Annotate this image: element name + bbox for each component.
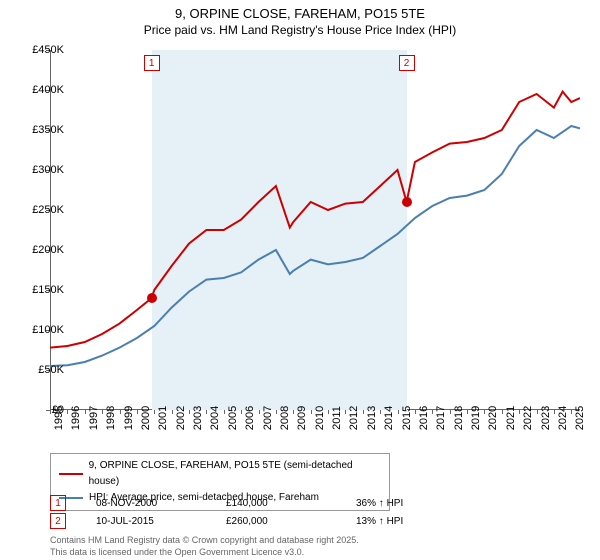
x-tick <box>519 410 520 414</box>
x-axis-label: 2006 <box>244 406 256 430</box>
sale-marker-box: 1 <box>144 55 160 71</box>
x-axis-label: 2015 <box>401 406 413 430</box>
x-axis-label: 2022 <box>522 406 534 430</box>
chart-container: 9, ORPINE CLOSE, FAREHAM, PO15 5TE Price… <box>0 0 600 560</box>
x-tick <box>224 410 225 414</box>
x-axis-label: 2002 <box>175 406 187 430</box>
sale-row: 2 10-JUL-2015 £260,000 13% ↑ HPI <box>50 513 456 529</box>
x-axis-label: 2024 <box>557 406 569 430</box>
sale-num-box: 1 <box>50 495 66 511</box>
x-axis-label: 2004 <box>209 406 221 430</box>
x-axis-label: 1999 <box>123 406 135 430</box>
sale-marker-dot <box>402 197 412 207</box>
x-tick <box>554 410 555 414</box>
x-tick <box>137 410 138 414</box>
x-tick <box>450 410 451 414</box>
sale-marker-box: 2 <box>399 55 415 71</box>
x-axis-label: 2018 <box>453 406 465 430</box>
chart-lines <box>50 50 580 410</box>
x-axis-label: 2019 <box>470 406 482 430</box>
x-tick <box>398 410 399 414</box>
series-line <box>50 126 580 366</box>
y-axis-label: £200K <box>14 244 64 256</box>
x-axis-label: 2016 <box>418 406 430 430</box>
x-axis-label: 1995 <box>53 406 65 430</box>
x-axis-label: 2020 <box>487 406 499 430</box>
x-axis-label: 2003 <box>192 406 204 430</box>
x-tick <box>85 410 86 414</box>
sale-date: 10-JUL-2015 <box>96 516 196 527</box>
x-axis-label: 1998 <box>105 406 117 430</box>
legend-row: 9, ORPINE CLOSE, FAREHAM, PO15 5TE (semi… <box>59 458 381 490</box>
x-tick <box>67 410 68 414</box>
x-axis-label: 2005 <box>227 406 239 430</box>
y-axis-label: £450K <box>14 44 64 56</box>
x-tick <box>415 410 416 414</box>
x-axis-label: 1997 <box>88 406 100 430</box>
x-tick <box>206 410 207 414</box>
x-tick <box>345 410 346 414</box>
x-axis-label: 2011 <box>331 406 343 430</box>
y-axis-label: £400K <box>14 84 64 96</box>
footer-line-1: Contains HM Land Registry data © Crown c… <box>50 534 359 546</box>
sale-pct: 13% ↑ HPI <box>356 516 456 527</box>
legend-swatch <box>59 473 83 475</box>
x-tick <box>189 410 190 414</box>
sale-num-box: 2 <box>50 513 66 529</box>
x-tick <box>241 410 242 414</box>
y-axis-label: £250K <box>14 204 64 216</box>
x-tick <box>120 410 121 414</box>
x-tick <box>537 410 538 414</box>
x-tick <box>293 410 294 414</box>
x-axis-label: 2017 <box>435 406 447 430</box>
x-tick <box>467 410 468 414</box>
x-tick <box>380 410 381 414</box>
y-axis-label: £150K <box>14 284 64 296</box>
x-tick <box>363 410 364 414</box>
x-axis-label: 2014 <box>383 406 395 430</box>
x-axis-label: 2009 <box>296 406 308 430</box>
legend-label: 9, ORPINE CLOSE, FAREHAM, PO15 5TE (semi… <box>89 458 381 490</box>
sale-pct: 36% ↑ HPI <box>356 498 456 509</box>
x-axis-label: 2012 <box>348 406 360 430</box>
x-axis-label: 2008 <box>279 406 291 430</box>
x-axis-label: 2000 <box>140 406 152 430</box>
x-tick <box>328 410 329 414</box>
y-axis-label: £100K <box>14 324 64 336</box>
x-tick <box>484 410 485 414</box>
x-tick <box>311 410 312 414</box>
x-tick <box>502 410 503 414</box>
chart-subtitle: Price paid vs. HM Land Registry's House … <box>0 21 600 37</box>
footer-line-2: This data is licensed under the Open Gov… <box>50 546 359 558</box>
footer: Contains HM Land Registry data © Crown c… <box>50 534 359 558</box>
x-tick <box>432 410 433 414</box>
chart-title: 9, ORPINE CLOSE, FAREHAM, PO15 5TE <box>0 0 600 21</box>
x-axis-label: 2007 <box>262 406 274 430</box>
x-tick <box>102 410 103 414</box>
y-axis-label: £350K <box>14 124 64 136</box>
x-axis-label: 2023 <box>540 406 552 430</box>
x-tick <box>259 410 260 414</box>
sale-marker-dot <box>147 293 157 303</box>
x-axis-label: 2010 <box>314 406 326 430</box>
series-line <box>50 92 580 348</box>
x-axis-label: 2021 <box>505 406 517 430</box>
x-axis-label: 2001 <box>157 406 169 430</box>
sale-price: £140,000 <box>226 498 326 509</box>
x-axis-label: 1996 <box>70 406 82 430</box>
plot-area: 12 <box>50 50 580 410</box>
sale-row: 1 08-NOV-2000 £140,000 36% ↑ HPI <box>50 495 456 511</box>
y-axis-label: £300K <box>14 164 64 176</box>
x-axis-label: 2025 <box>574 406 586 430</box>
sale-date: 08-NOV-2000 <box>96 498 196 509</box>
x-tick <box>276 410 277 414</box>
x-tick <box>154 410 155 414</box>
x-tick <box>571 410 572 414</box>
y-axis-label: £50K <box>14 364 64 376</box>
x-axis-label: 2013 <box>366 406 378 430</box>
x-tick <box>172 410 173 414</box>
sale-price: £260,000 <box>226 516 326 527</box>
